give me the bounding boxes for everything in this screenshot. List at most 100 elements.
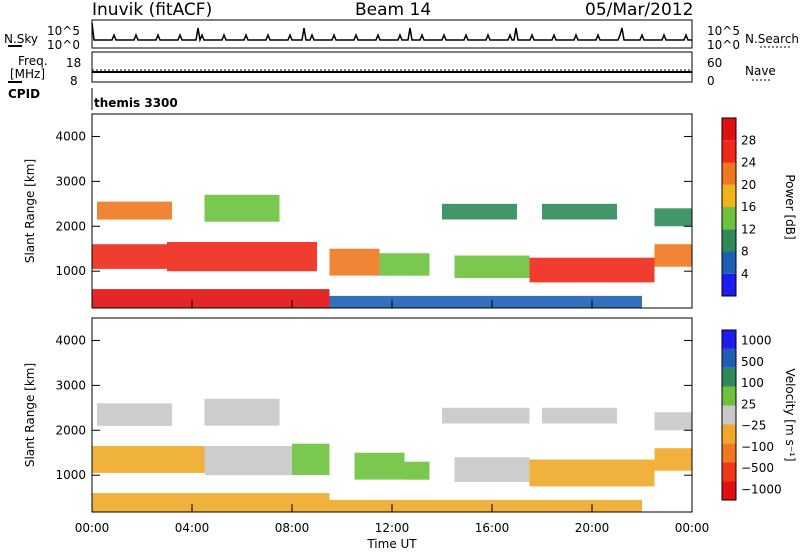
power-region-0 [92, 244, 167, 269]
nave-label: Nave [745, 64, 776, 78]
velocity-colorbar-bin-5 [722, 386, 736, 406]
freq-panel-frame [91, 51, 693, 83]
cpid-text: themis 3300 [94, 96, 178, 110]
freq-tick-top: 18 [66, 56, 82, 70]
velocity-region-1 [204, 446, 292, 476]
velocity-region-12 [654, 448, 692, 471]
power-region-11 [654, 244, 692, 267]
power-region-9 [529, 257, 655, 283]
xtick-label-4: 16:00 [475, 521, 510, 535]
freq-tick-bottom: 8 [70, 74, 78, 88]
velocity-colorbar-tick-0: 1000 [741, 334, 772, 348]
velocity-ytick-label-3: 4000 [55, 333, 86, 347]
velocity-ytick-label-0: 1000 [55, 468, 86, 482]
xtick-label-6: 00:00 [675, 521, 710, 535]
noise-tick-right-top: 10^5 [707, 24, 740, 38]
velocity-region-9 [454, 457, 530, 482]
nsky-label: N.Sky [4, 32, 39, 46]
power-colorbar-bin-6 [722, 140, 736, 163]
power-colorbar-bin-4 [722, 184, 736, 208]
velocity-colorbar-label: Velocity [m s⁻¹] [783, 368, 797, 461]
power-colorbar-bin-0 [722, 273, 736, 297]
power-colorbar-bin-3 [722, 207, 736, 230]
xtick-label-3: 12:00 [375, 521, 410, 535]
power-colorbar-bin-5 [722, 162, 736, 185]
xtick-label-2: 08:00 [275, 521, 310, 535]
velocity-region-5 [92, 493, 330, 512]
velocity-ytick-label-2: 3000 [55, 378, 86, 392]
power-colorbar-frame [721, 117, 737, 297]
velocity-colorbar-tick-5: −100 [741, 440, 774, 454]
velocity-colorbar-tick-2: 100 [741, 376, 764, 390]
power-region-13 [654, 208, 692, 227]
power-region-4 [92, 289, 330, 308]
power-region-12 [329, 295, 642, 308]
velocity-colorbar-bin-7 [722, 348, 736, 368]
beam-title: Beam 14 [355, 0, 432, 20]
velocity-colorbar-bin-0 [722, 481, 736, 500]
nave-tick-top: 60 [707, 56, 723, 70]
power-ylabel: Slant Range [km] [23, 159, 37, 263]
power-ytick-label-3: 4000 [55, 129, 86, 143]
velocity-region-2 [292, 443, 330, 476]
power-colorbar-tick-4: 20 [741, 178, 756, 192]
power-region-10 [542, 203, 617, 220]
velocity-colorbar-bin-8 [722, 330, 736, 349]
station-title: Inuvik (fitACF) [92, 0, 213, 20]
noise-tick-left-top: 10^5 [47, 24, 80, 38]
power-region-5 [329, 248, 380, 276]
velocity-colorbar-frame [721, 329, 737, 501]
velocity-region-6 [354, 452, 405, 480]
nave-tick-bottom: 0 [707, 74, 715, 88]
power-region-2 [97, 201, 172, 220]
velocity-ytick-label-1: 2000 [55, 423, 86, 437]
power-colorbar-tick-5: 24 [741, 156, 756, 170]
nsearch-label: N.Search [745, 32, 800, 46]
velocity-region-0 [92, 446, 205, 473]
velocity-colorbar-tick-1: 500 [741, 355, 764, 369]
power-colorbar-tick-3: 16 [741, 200, 756, 214]
xtick-label-1: 04:00 [175, 521, 210, 535]
velocity-region-4 [204, 398, 280, 426]
xtick-label-5: 20:00 [575, 521, 610, 535]
velocity-region-7 [404, 461, 430, 480]
freq-unit-label: [MHz] [10, 67, 46, 81]
velocity-colorbar-tick-3: 25 [741, 397, 756, 411]
xtick-label-0: 00:00 [75, 521, 110, 535]
power-colorbar-bin-2 [722, 229, 736, 252]
date-title: 05/Mar/2012 [585, 0, 694, 20]
power-ytick-label-0: 1000 [55, 264, 86, 278]
velocity-region-11 [542, 407, 617, 424]
power-ytick-label-2: 3000 [55, 174, 86, 188]
velocity-colorbar-bin-4 [722, 405, 736, 425]
noise-panel-frame [91, 19, 693, 49]
freq-label: Freq. [18, 54, 48, 68]
noise-tick-right-bottom: 10^0 [707, 38, 740, 52]
power-region-7 [442, 203, 517, 220]
power-ytick-label-1: 2000 [55, 219, 86, 233]
power-region-6 [379, 253, 430, 276]
cpid-label: CPID [8, 87, 41, 101]
power-region-8 [454, 255, 530, 278]
power-colorbar-tick-2: 12 [741, 222, 756, 236]
xaxis-label: Time UT [366, 537, 417, 551]
power-colorbar-tick-1: 8 [741, 245, 749, 259]
velocity-colorbar-bin-2 [722, 443, 736, 463]
nsky-trace [91, 22, 692, 43]
velocity-region-3 [97, 403, 172, 426]
velocity-region-8 [442, 407, 530, 424]
velocity-region-13 [329, 499, 642, 512]
velocity-colorbar-tick-4: −25 [741, 419, 766, 433]
velocity-ylabel: Slant Range [km] [23, 363, 37, 467]
velocity-colorbar-bin-1 [722, 462, 736, 482]
velocity-region-10 [529, 459, 655, 487]
power-region-1 [167, 242, 317, 272]
power-colorbar-bin-1 [722, 251, 736, 274]
velocity-colorbar-bin-3 [722, 424, 736, 444]
power-colorbar-label: Power [dB] [783, 174, 797, 239]
power-region-3 [204, 194, 280, 222]
power-colorbar-bin-7 [722, 118, 736, 141]
velocity-colorbar-bin-6 [722, 367, 736, 387]
velocity-colorbar-tick-6: −500 [741, 461, 774, 475]
